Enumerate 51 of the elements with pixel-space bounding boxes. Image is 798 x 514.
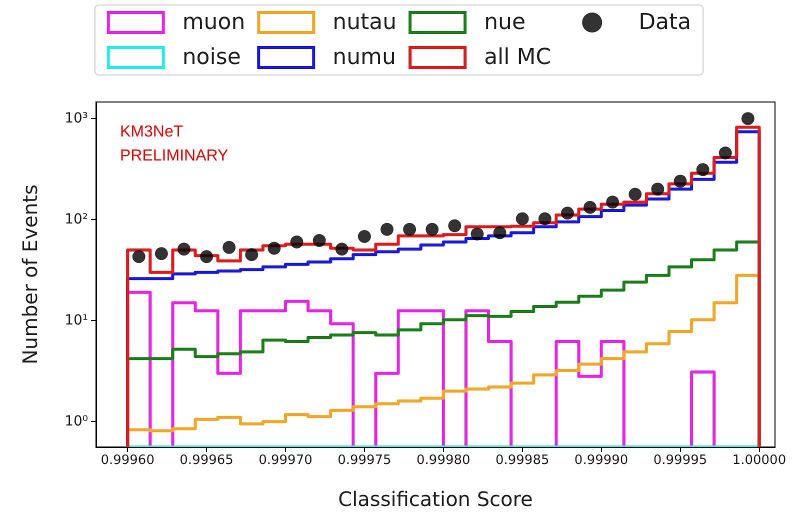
y-tick-label: 10⁰ [64, 414, 88, 430]
point [584, 200, 597, 214]
point [132, 250, 146, 264]
y-tick-label: 10³ [64, 110, 88, 127]
legend-label: noise [182, 45, 241, 70]
y-tick-label: 10² [64, 212, 88, 228]
point [200, 250, 214, 264]
x-tick-label: 0.99970 [258, 453, 312, 468]
point [177, 242, 190, 256]
point [651, 182, 664, 196]
x-tick-label: 0.99995 [653, 453, 708, 468]
point [718, 146, 732, 160]
point [426, 222, 439, 236]
point [470, 228, 484, 240]
x-axis-title: Classification Score [338, 487, 533, 511]
point [222, 240, 236, 254]
point [268, 242, 281, 255]
x-tick-label: 0.99965 [180, 453, 234, 468]
point [403, 222, 416, 236]
legend-label: Data [638, 10, 692, 35]
legend-label: all MC [484, 45, 552, 70]
annotation: KM3NeT PRELIMINARY [120, 124, 229, 164]
point [741, 112, 754, 126]
point [380, 222, 394, 236]
point [154, 247, 168, 260]
point [538, 212, 552, 226]
point [493, 226, 506, 240]
legend-label: muon [182, 10, 246, 35]
x-tick-label: 0.99990 [574, 453, 628, 468]
point [448, 219, 462, 232]
point [674, 174, 687, 188]
point [312, 234, 326, 248]
x-tick-label: 0.99980 [416, 453, 470, 468]
legend-label: nue [484, 10, 526, 35]
legend-label: numu [332, 45, 396, 70]
x-tick-label: 0.99960 [100, 453, 154, 468]
x-tick-label: 0.99975 [338, 453, 392, 468]
point [628, 188, 642, 201]
point [335, 242, 348, 256]
point [358, 230, 371, 243]
point [606, 196, 620, 209]
legend-label: nutau [332, 10, 397, 35]
x-tick-label: 1.00000 [732, 453, 786, 468]
point [696, 163, 710, 176]
point [516, 212, 529, 226]
point [290, 235, 304, 248]
x-tick-label: 0.99985 [495, 453, 550, 468]
point [245, 248, 258, 262]
y-axis-title: Number of Events [18, 184, 42, 365]
y-tick-label: 10¹ [64, 312, 88, 329]
point [560, 206, 574, 220]
